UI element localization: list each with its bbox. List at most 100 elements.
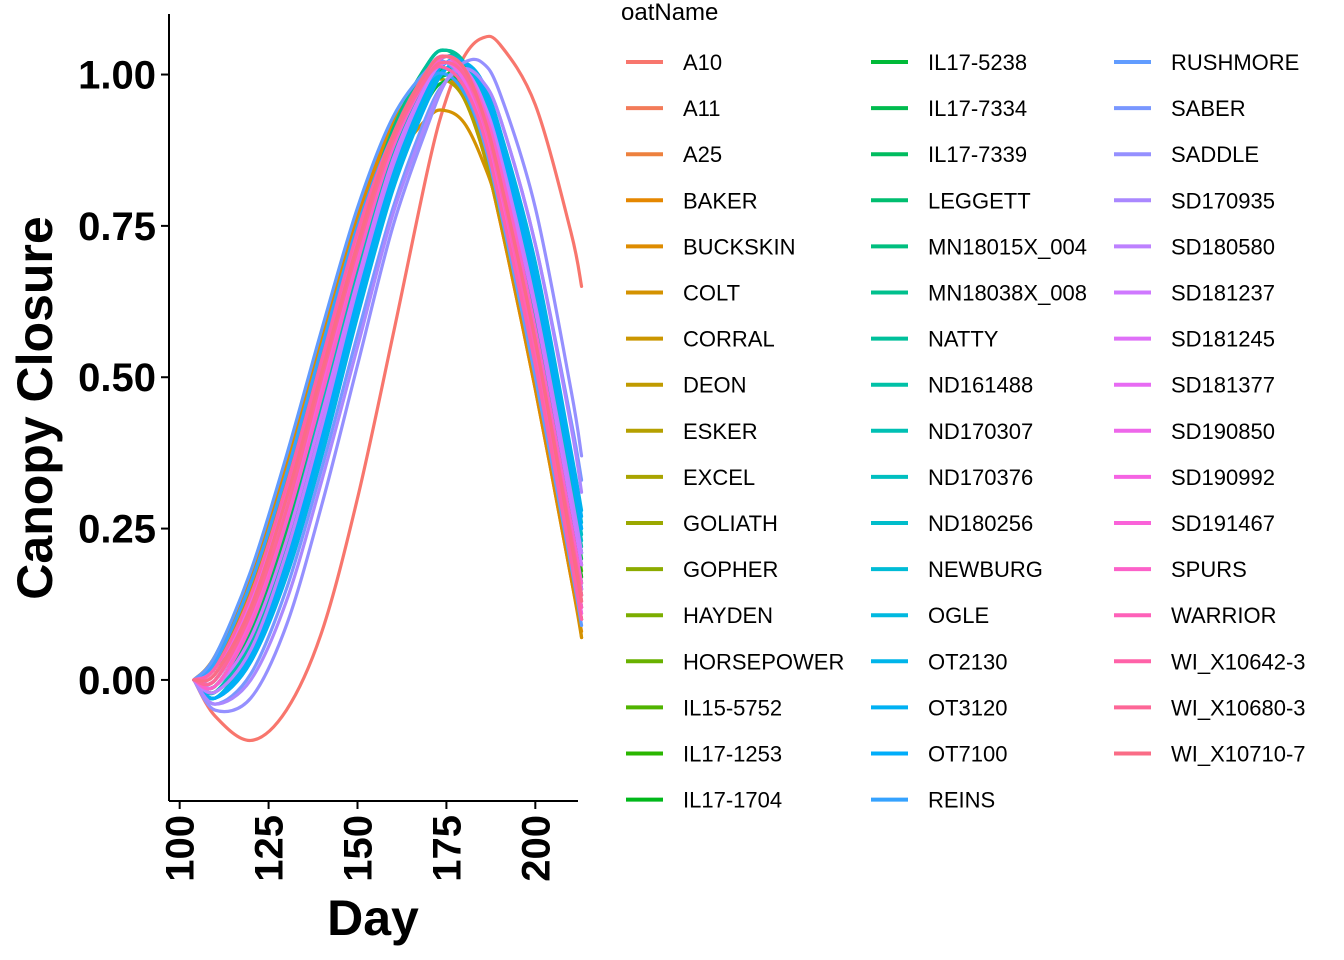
legend-item-ot7100: OT7100 (871, 742, 1008, 767)
legend-item-ot2130: OT2130 (871, 649, 1008, 674)
legend-item-ogle: OGLE (871, 603, 989, 628)
legend-item-baker: BAKER (626, 188, 758, 213)
legend-label: IL17-7339 (928, 142, 1027, 167)
legend-label: RUSHMORE (1171, 50, 1299, 75)
legend-item-wi-x10710-7: WI_X10710-7 (1114, 742, 1306, 767)
legend: oatName A10 A11 A25 BAKER BUCKSKIN COLT CORRAL… (621, 0, 1306, 813)
legend-item-wi-x10680-3: WI_X10680-3 (1114, 695, 1306, 720)
legend-label: IL17-1704 (683, 788, 782, 813)
legend-item-spurs: SPURS (1114, 557, 1247, 582)
legend-item-sd181245: SD181245 (1114, 327, 1275, 352)
x-axis-title: Day (327, 890, 419, 946)
legend-item-sd180580: SD180580 (1114, 234, 1275, 259)
legend-item-hayden: HAYDEN (626, 603, 773, 628)
legend-label: SD191467 (1171, 511, 1275, 536)
legend-label: MN18015X_004 (928, 234, 1087, 259)
legend-item-nd180256: ND180256 (871, 511, 1033, 536)
legend-item-sd181377: SD181377 (1114, 373, 1275, 398)
legend-item-il15-5752: IL15-5752 (626, 695, 782, 720)
legend-label: BUCKSKIN (683, 234, 795, 259)
legend-item-buckskin: BUCKSKIN (626, 234, 795, 259)
legend-item-mn18015x-004: MN18015X_004 (871, 234, 1087, 259)
series-line-sd170935 (192, 66, 584, 706)
y-axis-title: Canopy Closure (7, 216, 63, 599)
legend-item-leggett: LEGGETT (871, 188, 1031, 213)
legend-item-il17-5238: IL17-5238 (871, 50, 1027, 75)
legend-label: OT3120 (928, 695, 1008, 720)
legend-item-excel: EXCEL (626, 465, 755, 490)
legend-label: SPURS (1171, 557, 1247, 582)
legend-item-horsepower: HORSEPOWER (626, 649, 844, 674)
legend-item-reins: REINS (871, 788, 995, 813)
legend-item-a11: A11 (626, 96, 721, 121)
legend-label: LEGGETT (928, 188, 1031, 213)
legend-label: DEON (683, 373, 747, 398)
legend-label: SD190850 (1171, 419, 1275, 444)
legend-item-deon: DEON (626, 373, 747, 398)
legend-label: IL17-7334 (928, 96, 1027, 121)
legend-item-gopher: GOPHER (626, 557, 778, 582)
legend-label: SADDLE (1171, 142, 1259, 167)
legend-label: WI_X10680-3 (1171, 695, 1306, 720)
legend-label: SD181237 (1171, 281, 1275, 306)
legend-item-sd191467: SD191467 (1114, 511, 1275, 536)
legend-label: A25 (683, 142, 722, 167)
legend-label: NATTY (928, 327, 999, 352)
legend-label: ND170307 (928, 419, 1033, 444)
legend-label: HAYDEN (683, 603, 773, 628)
legend-label: ND170376 (928, 465, 1033, 490)
series-line-ot7100 (192, 57, 584, 701)
legend-label: SD181377 (1171, 373, 1275, 398)
x-tick-label: 150 (336, 815, 380, 882)
legend-item-saddle: SADDLE (1114, 142, 1259, 167)
legend-item-il17-1253: IL17-1253 (626, 742, 782, 767)
legend-label: BAKER (683, 188, 758, 213)
legend-label: ND161488 (928, 373, 1033, 398)
legend-label: OT2130 (928, 649, 1008, 674)
legend-item-natty: NATTY (871, 327, 999, 352)
legend-item-a25: A25 (626, 142, 722, 167)
y-tick-label: 0.00 (78, 659, 156, 703)
legend-item-sd170935: SD170935 (1114, 188, 1275, 213)
legend-label: A10 (683, 50, 722, 75)
legend-item-sd190992: SD190992 (1114, 465, 1275, 490)
legend-label: OGLE (928, 603, 989, 628)
legend-label: SD190992 (1171, 465, 1275, 490)
legend-label: SD181245 (1171, 327, 1275, 352)
axes: 0.00 0.25 0.50 0.75 1.00 100 125 150 175 200 (78, 14, 578, 882)
x-ticks: 100 125 150 175 200 (159, 801, 558, 882)
series-line-sd181237 (192, 60, 584, 690)
series-line-ot3120 (192, 59, 584, 700)
legend-item-il17-7334: IL17-7334 (871, 96, 1027, 121)
legend-label: WI_X10710-7 (1171, 742, 1306, 767)
legend-label: MN18038X_008 (928, 281, 1087, 306)
x-tick-label: 100 (159, 815, 203, 882)
legend-label: SABER (1171, 96, 1246, 121)
legend-item-warrior: WARRIOR (1114, 603, 1277, 628)
legend-title: oatName (621, 0, 718, 26)
legend-label: A11 (683, 96, 721, 121)
legend-item-nd170307: ND170307 (871, 419, 1033, 444)
legend-item-sd181237: SD181237 (1114, 281, 1275, 306)
plot-area (192, 34, 584, 743)
legend-label: SD180580 (1171, 234, 1275, 259)
legend-label: WARRIOR (1171, 603, 1277, 628)
legend-label: IL15-5752 (683, 695, 782, 720)
legend-item-corral: CORRAL (626, 327, 775, 352)
legend-label: HORSEPOWER (683, 649, 844, 674)
x-tick-label: 125 (248, 815, 292, 882)
legend-item-sd190850: SD190850 (1114, 419, 1275, 444)
legend-item-il17-1704: IL17-1704 (626, 788, 782, 813)
legend-label: COLT (683, 281, 740, 306)
legend-label: GOLIATH (683, 511, 778, 536)
legend-label: SD170935 (1171, 188, 1275, 213)
legend-item-a10: A10 (626, 50, 722, 75)
series-line-a10 (192, 34, 584, 743)
legend-item-nd170376: ND170376 (871, 465, 1033, 490)
x-tick-label: 200 (514, 815, 558, 882)
legend-label: OT7100 (928, 742, 1008, 767)
legend-item-nd161488: ND161488 (871, 373, 1033, 398)
legend-label: IL17-5238 (928, 50, 1027, 75)
legend-label: WI_X10642-3 (1171, 649, 1306, 674)
